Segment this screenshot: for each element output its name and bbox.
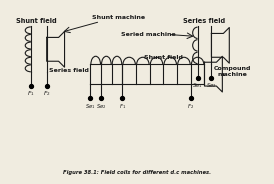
- Text: Shunt field: Shunt field: [144, 55, 183, 60]
- Text: $Se_2$: $Se_2$: [206, 81, 217, 90]
- Text: Figure 38.1: Field coils for different d.c machines.: Figure 38.1: Field coils for different d…: [63, 170, 211, 175]
- Text: Compound
machine: Compound machine: [214, 66, 251, 77]
- Text: $F_1$: $F_1$: [119, 102, 126, 111]
- Text: Shunt machine: Shunt machine: [92, 15, 145, 20]
- Text: $Se_1$: $Se_1$: [85, 102, 96, 111]
- Text: $F_1$: $F_1$: [27, 89, 35, 98]
- Text: Seried machine: Seried machine: [121, 32, 175, 37]
- Text: $Se_2$: $Se_2$: [96, 102, 106, 111]
- Text: $Se_1$: $Se_1$: [192, 81, 203, 90]
- Text: Shunt field: Shunt field: [16, 17, 57, 24]
- Text: $F_2$: $F_2$: [187, 102, 194, 111]
- Text: Series field: Series field: [48, 68, 89, 73]
- Text: Series field: Series field: [183, 17, 226, 24]
- Text: $F_2$: $F_2$: [43, 89, 50, 98]
